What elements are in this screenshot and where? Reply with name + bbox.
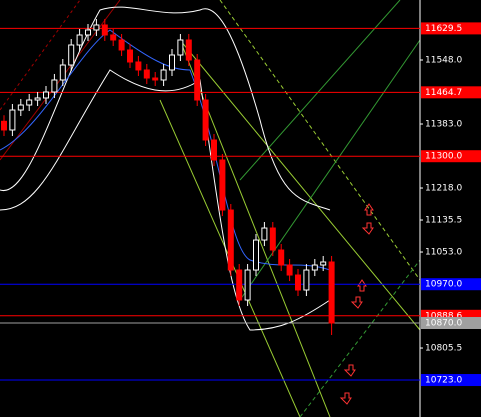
candle-body (328, 261, 335, 324)
pitchfork-line (219, 0, 421, 281)
channel-line (0, 0, 81, 111)
candle-body (43, 91, 49, 99)
pitchfork-line (179, 39, 421, 331)
candle-body (169, 54, 175, 71)
band-upper (0, 6, 331, 211)
candle-body (311, 264, 318, 271)
y-tick-label: 11548.0 (425, 56, 462, 66)
candle-body (152, 77, 159, 81)
level-label: 10970.0 (425, 280, 462, 290)
y-tick-label: 11383.0 (425, 120, 462, 130)
moving-average (0, 29, 331, 271)
candle-body (76, 34, 83, 46)
candle-body (194, 59, 201, 101)
fan-line (239, 39, 421, 301)
candle-body (135, 61, 142, 71)
candle-body (269, 227, 276, 251)
level-label: 10870.0 (425, 319, 462, 329)
candle-body (177, 39, 184, 56)
candle-body (59, 64, 66, 81)
candle-body (143, 69, 150, 79)
level-label: 11629.5 (425, 24, 462, 34)
y-tick-label: 11135.5 (425, 216, 462, 226)
candle-body (219, 159, 226, 211)
y-tick-label: 10805.5 (425, 344, 462, 354)
candle-body (110, 34, 117, 41)
candle-body (93, 24, 100, 31)
y-tick-label: 11053.0 (425, 248, 462, 258)
candle-body (211, 139, 217, 161)
level-label-box (421, 22, 481, 35)
y-tick-label: 11218.0 (425, 184, 462, 194)
candle-body (85, 29, 91, 36)
candle-body (278, 249, 285, 266)
level-label-box (421, 278, 481, 291)
candle-body (244, 269, 251, 301)
candle-body (261, 227, 268, 241)
candle-body (9, 109, 16, 131)
candle-body (236, 269, 243, 301)
level-label: 11300.0 (425, 152, 462, 162)
candle-body (26, 99, 33, 106)
decor (0, 0, 421, 417)
candle-body (202, 99, 209, 141)
candle-body (286, 264, 293, 276)
candle-body (295, 274, 301, 291)
level-label-box (421, 150, 481, 163)
candle-body (17, 104, 24, 111)
candle-body (34, 97, 41, 101)
candle-body (320, 261, 327, 266)
level-label: 11464.7 (425, 88, 462, 98)
level-label-box (421, 317, 481, 330)
candle-body (303, 269, 310, 291)
candle-body (127, 49, 133, 63)
fan-line (239, 0, 401, 181)
level-label-box (421, 86, 481, 99)
band-lower (0, 69, 331, 331)
candle-body (185, 39, 192, 61)
level-label-box (421, 374, 481, 387)
candle-body (253, 239, 259, 271)
candle-body (1, 120, 7, 131)
candle-body (227, 209, 234, 271)
candle-body (160, 69, 167, 81)
level-label: 10888.6 (425, 311, 462, 321)
fan-line (299, 259, 421, 417)
arrows (339, 203, 374, 405)
candle-body (118, 39, 125, 51)
candle-body (101, 24, 108, 36)
candle-body (51, 79, 58, 93)
candle-body (68, 44, 75, 66)
level-label: 10723.0 (425, 376, 462, 386)
